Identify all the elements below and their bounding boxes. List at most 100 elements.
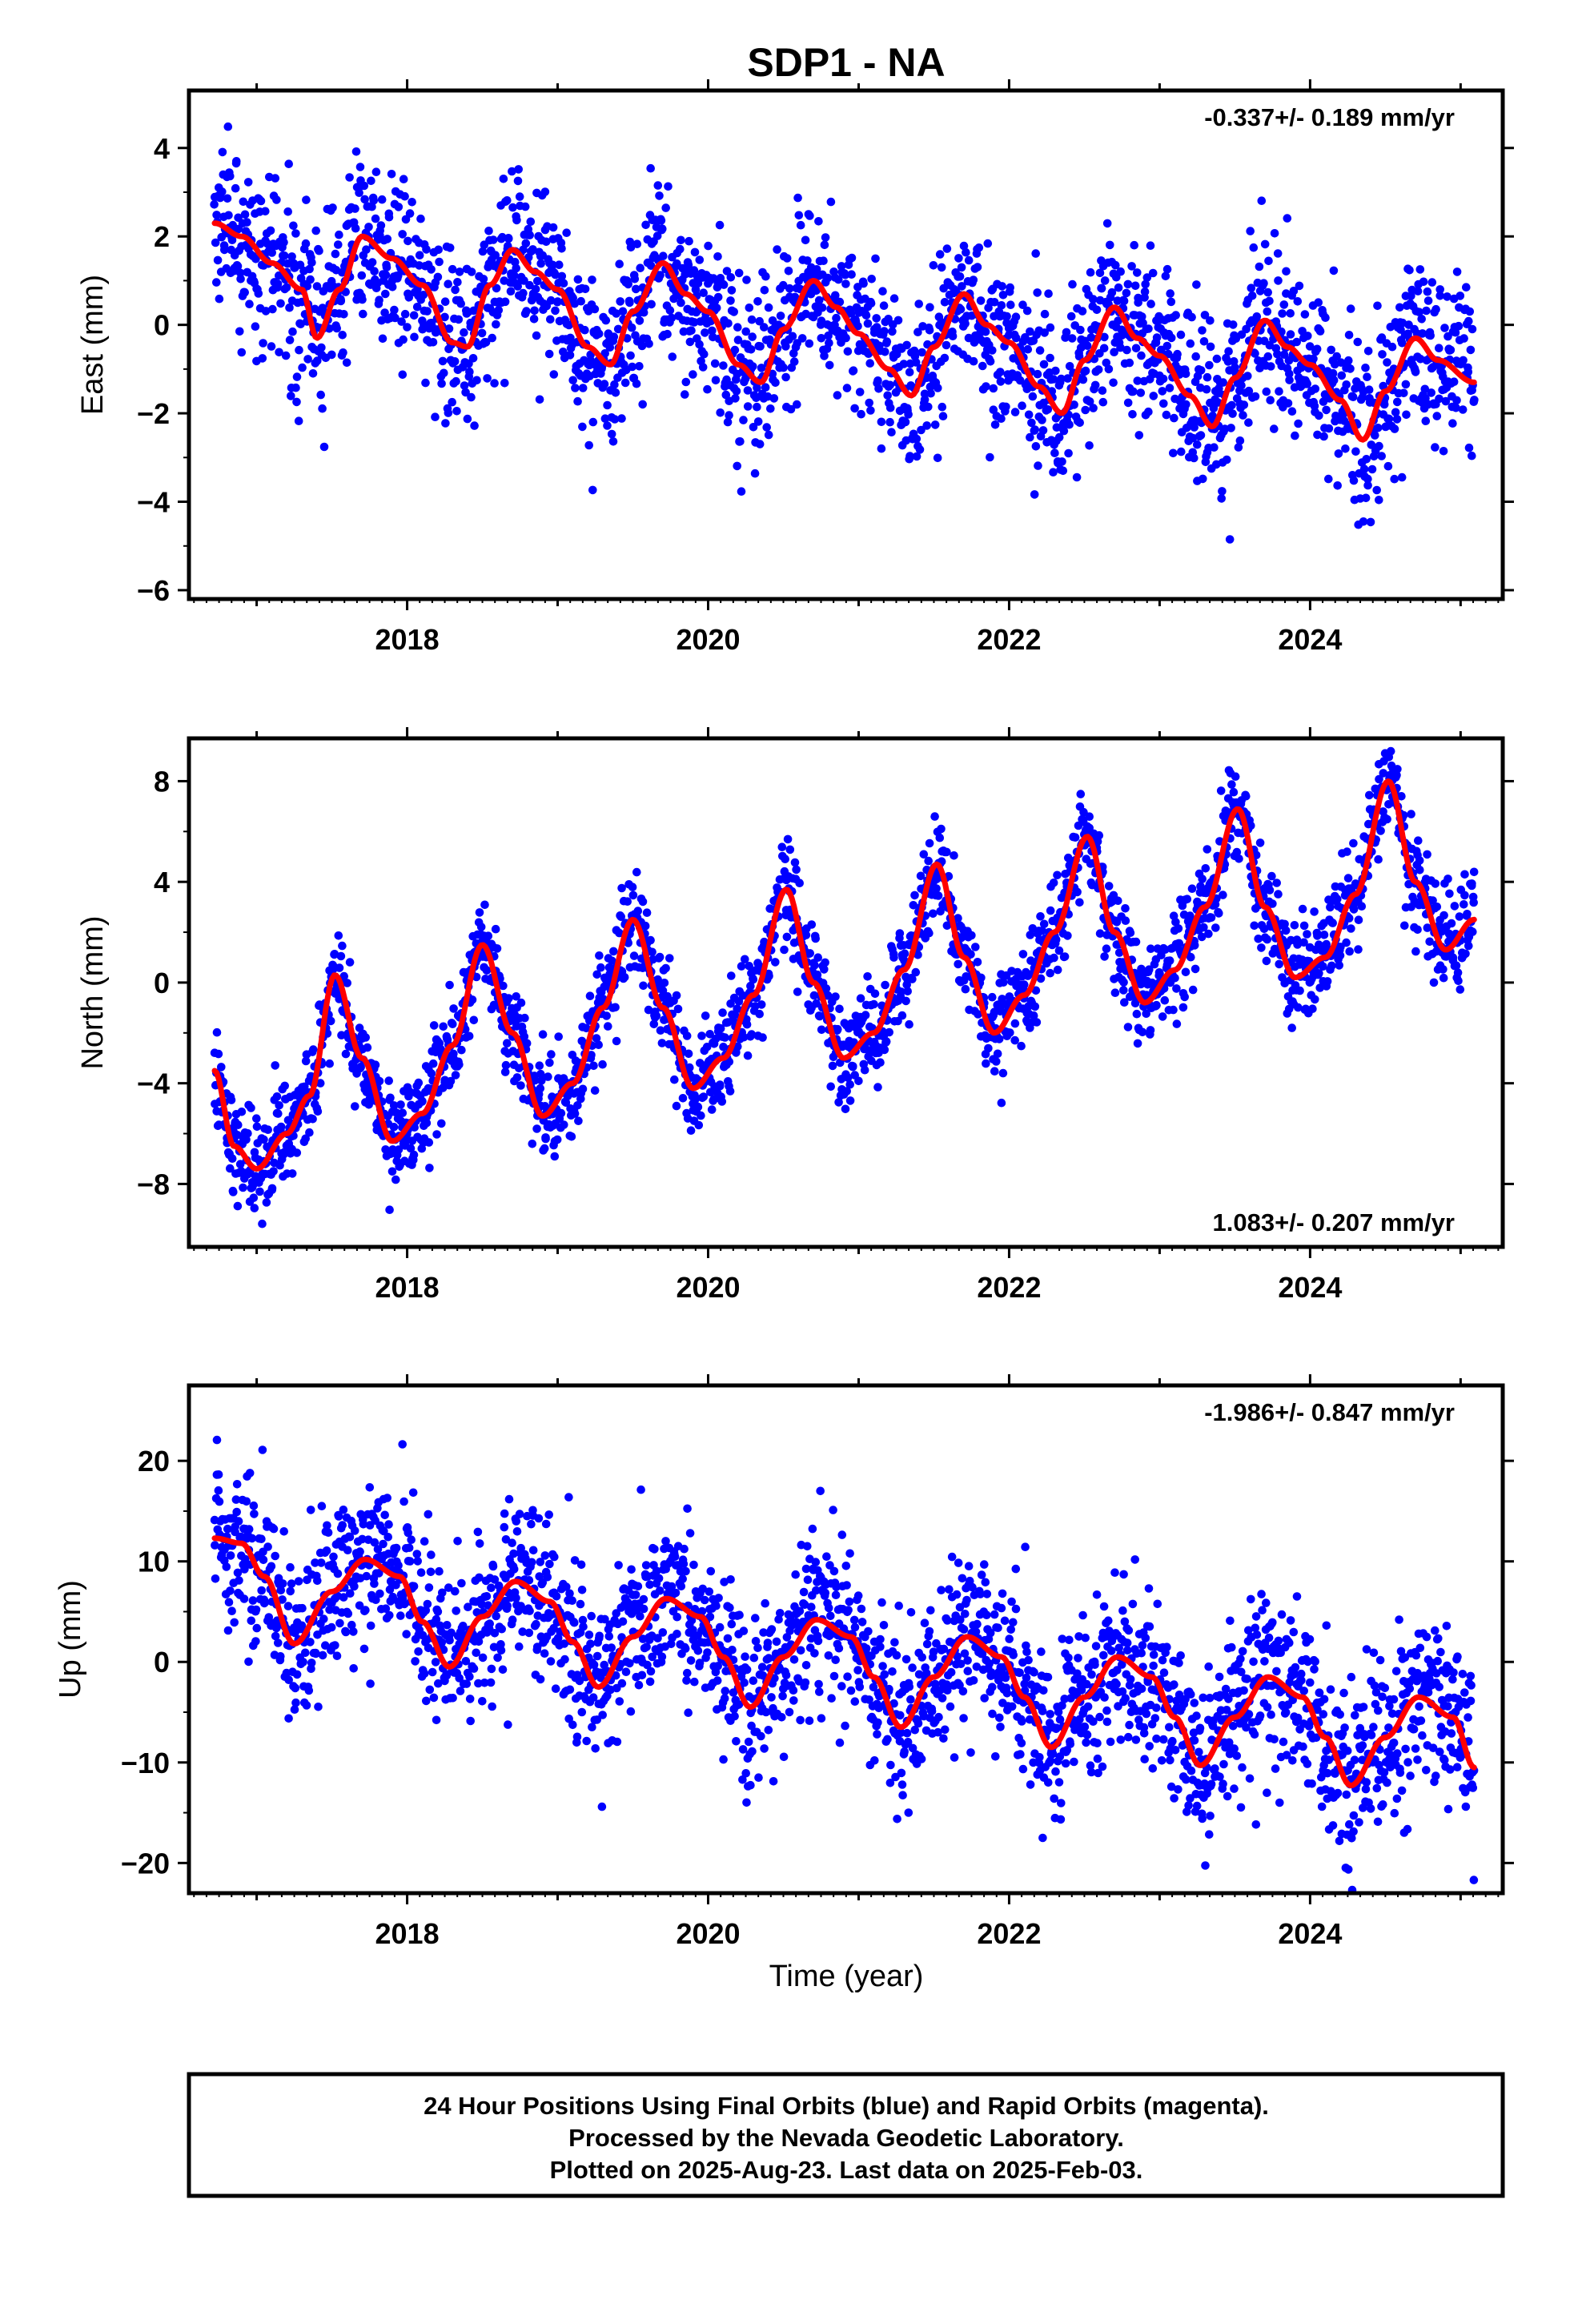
data-point — [1011, 333, 1021, 343]
data-point — [240, 287, 250, 297]
data-point — [925, 838, 934, 848]
data-point — [531, 284, 540, 294]
data-point — [386, 1093, 395, 1103]
data-point — [536, 1084, 545, 1093]
data-point — [1342, 938, 1351, 947]
data-point — [1249, 243, 1259, 252]
data-point — [1092, 305, 1102, 315]
data-point — [629, 951, 639, 960]
data-point — [468, 995, 477, 1004]
data-point — [1452, 404, 1460, 412]
data-point — [1169, 1005, 1178, 1015]
data-point — [1114, 316, 1122, 325]
data-point — [457, 1045, 466, 1055]
data-point — [789, 357, 799, 366]
data-point — [1204, 929, 1213, 939]
data-point — [773, 245, 781, 254]
data-point — [1116, 267, 1125, 276]
data-point — [935, 250, 945, 259]
data-point — [525, 231, 534, 239]
data-point — [803, 256, 812, 265]
data-point — [1051, 366, 1060, 376]
data-point — [795, 879, 804, 887]
data-point — [1089, 404, 1098, 412]
data-point — [1152, 333, 1162, 342]
data-point — [371, 1060, 380, 1069]
data-point — [422, 245, 431, 254]
data-point — [1432, 412, 1442, 420]
data-point — [1107, 287, 1117, 297]
data-point — [959, 241, 969, 251]
data-point — [1294, 1003, 1303, 1012]
data-point — [1377, 452, 1386, 460]
data-point — [756, 342, 765, 351]
data-point — [1193, 440, 1202, 449]
data-point — [1247, 292, 1257, 300]
data-point — [718, 1008, 727, 1017]
data-point — [630, 275, 640, 283]
data-point — [279, 238, 288, 247]
data-point — [424, 1138, 434, 1147]
data-point — [1303, 380, 1311, 388]
data-point — [1029, 1011, 1038, 1020]
data-point — [1227, 400, 1236, 410]
data-point — [1363, 372, 1371, 382]
data-point — [512, 1073, 522, 1082]
data-point — [1126, 928, 1135, 937]
data-point — [556, 1108, 566, 1118]
data-point — [1274, 890, 1283, 899]
data-point — [231, 183, 240, 193]
data-point — [700, 350, 709, 359]
data-point — [226, 1164, 235, 1173]
data-point — [237, 348, 247, 357]
data-point — [794, 211, 804, 220]
data-point — [1177, 447, 1186, 456]
data-point — [275, 348, 283, 357]
data-point — [1265, 340, 1275, 350]
data-point — [1354, 945, 1363, 954]
data-point — [1030, 1002, 1040, 1011]
data-point — [1172, 984, 1181, 993]
data-point — [655, 952, 665, 962]
data-point — [306, 275, 315, 284]
data-point — [964, 255, 974, 265]
data-point — [1287, 1023, 1296, 1032]
data-point — [1059, 426, 1069, 436]
data-point — [863, 319, 873, 328]
data-point — [807, 920, 817, 929]
data-point — [441, 419, 450, 428]
data-point — [1182, 400, 1191, 409]
data-point — [1058, 466, 1068, 476]
data-point — [1387, 342, 1397, 352]
data-point — [1468, 324, 1477, 334]
data-point — [590, 304, 600, 314]
data-point — [1002, 402, 1010, 412]
data-point — [1030, 425, 1039, 434]
data-point — [427, 265, 436, 274]
data-point — [746, 981, 755, 991]
data-point — [624, 279, 632, 289]
data-point — [223, 122, 233, 131]
data-point — [727, 971, 736, 980]
data-point — [846, 309, 856, 318]
data-point — [610, 380, 619, 389]
data-point — [1075, 418, 1084, 428]
data-point — [825, 338, 833, 348]
data-point — [974, 1010, 982, 1019]
data-point — [635, 316, 644, 325]
data-point — [259, 1135, 268, 1144]
data-point — [1039, 360, 1049, 369]
data-point — [337, 1031, 346, 1039]
data-point — [1359, 517, 1368, 526]
data-point — [1347, 924, 1355, 933]
data-point — [532, 331, 541, 340]
data-point — [820, 240, 829, 250]
data-point — [1363, 474, 1372, 484]
data-point — [398, 230, 408, 239]
data-point — [1169, 448, 1178, 458]
data-point — [1282, 267, 1291, 276]
data-point — [869, 999, 878, 1009]
data-point — [1070, 400, 1078, 409]
data-point — [1397, 472, 1407, 482]
